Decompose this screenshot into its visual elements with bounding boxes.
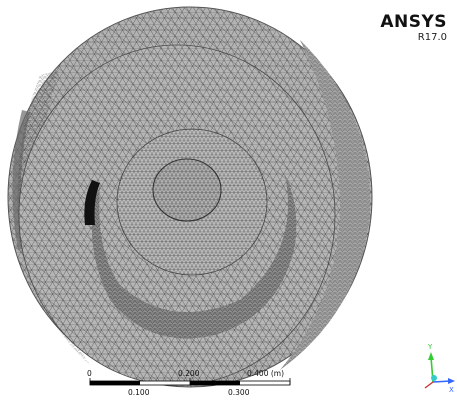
scale-label-0400: 0.400 (m) (247, 369, 285, 378)
brand-name: ANSYS (380, 12, 447, 32)
triad-origin (431, 375, 437, 381)
scale-label-0: 0 (87, 369, 92, 378)
right-wall-band (280, 40, 371, 370)
scale-label-0200: 0.200 (178, 369, 200, 378)
left-rim-edge (12, 110, 30, 250)
scale-label-0100: 0.100 (128, 388, 150, 397)
z-axis-arrow (424, 381, 434, 389)
scale-label-0300: 0.300 (228, 388, 250, 397)
crescent-recess (84, 175, 297, 339)
y-axis-label: Y (427, 343, 433, 351)
x-axis-arrowhead (448, 378, 455, 384)
scale-bar (89, 378, 291, 386)
center-boss (152, 158, 222, 222)
x-axis-label: X (449, 386, 454, 394)
y-axis-arrowhead (428, 352, 434, 360)
ansys-logo: ANSYS R17.0 (380, 14, 447, 43)
axis-triad[interactable]: Y X (424, 343, 455, 394)
brand-version: R17.0 (417, 32, 447, 43)
